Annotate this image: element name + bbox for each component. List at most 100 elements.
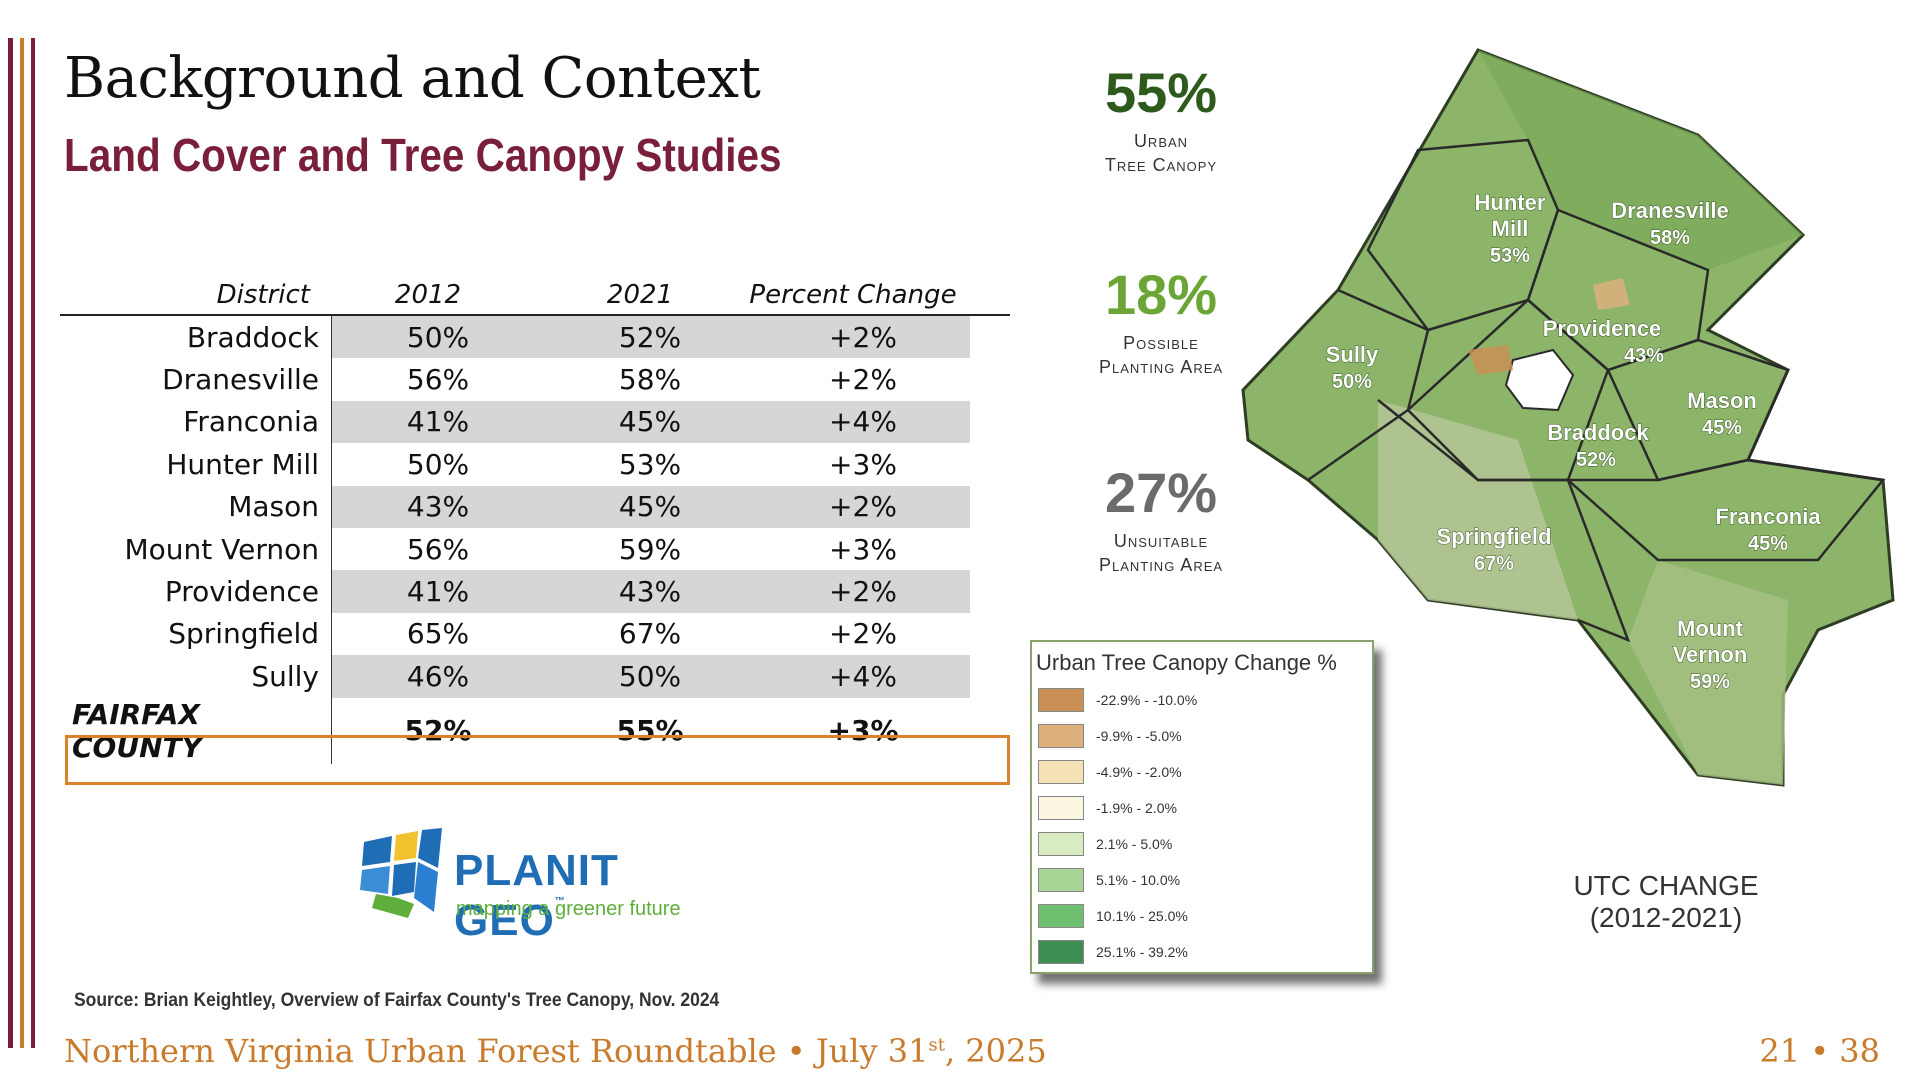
legend-item: -9.9% - -5.0% — [1032, 718, 1372, 754]
label-dranesville: Dranesville — [1611, 198, 1728, 223]
legend-swatch — [1038, 940, 1084, 964]
legend-swatch — [1038, 868, 1084, 892]
table-row: Franconia 41% 45% +4% — [60, 400, 1010, 444]
header-2021: 2021 — [606, 280, 674, 310]
stat-label-line: Unsuitable — [1113, 531, 1209, 551]
district-cell: Dranesville — [60, 358, 332, 401]
legend-label: -22.9% - -10.0% — [1096, 692, 1198, 708]
planit-geo-logo-mark — [360, 828, 442, 918]
label-providence-pct: 43% — [1624, 345, 1664, 367]
legend-swatch — [1038, 724, 1084, 748]
legend-swatch — [1038, 760, 1084, 784]
stat-label: Unsuitable Planting Area — [1046, 529, 1276, 577]
table-row: Springfield 65% 67% +2% — [60, 612, 1010, 656]
district-cell: Sully — [60, 655, 332, 698]
district-cell: Providence — [60, 570, 332, 613]
stat-label-line: Planting Area — [1098, 357, 1224, 377]
legend-item: 5.1% - 10.0% — [1032, 862, 1372, 898]
district-mount-vernon-shade — [1628, 560, 1788, 785]
stat-percent: 18% — [1104, 263, 1218, 326]
logo-wordmark: PLANIT GEO™ — [454, 846, 718, 946]
label-franconia: Franconia — [1715, 504, 1821, 529]
label-dranesville-pct: 58% — [1650, 227, 1690, 249]
stat-label-line: Urban — [1133, 131, 1189, 151]
change-cell: +2% — [756, 570, 970, 613]
district-springfield-shade — [1378, 400, 1578, 620]
total-2012-cell: 52% — [404, 714, 472, 748]
change-cell: +4% — [756, 655, 970, 698]
legend-item: -22.9% - -10.0% — [1032, 682, 1372, 718]
change-cell: +3% — [829, 532, 897, 566]
value-2012-cell: 50% — [406, 447, 470, 481]
legend-label: -4.9% - -2.0% — [1096, 764, 1182, 780]
table-row: Dranesville 56% 58% +2% — [60, 358, 1010, 401]
table-row: Mount Vernon 56% 59% +3% — [60, 527, 1010, 571]
fairfax-county-map: Hunter Mill 53% Dranesville 58% Sully 50… — [1241, 48, 1895, 787]
label-mount-vernon: Mount — [1677, 616, 1744, 641]
value-2021-cell: 45% — [544, 485, 756, 528]
legend-label: 10.1% - 25.0% — [1096, 908, 1188, 924]
table-header: District 2012 2021 Percent Change — [60, 276, 1010, 316]
change-cell: +2% — [829, 617, 897, 651]
label-hunter-mill-pct: 53% — [1490, 245, 1530, 267]
label-providence: Providence — [1543, 316, 1662, 341]
legend-items: -22.9% - -10.0% -9.9% - -5.0% -4.9% - -2.0… — [1032, 682, 1372, 970]
legend-item: 10.1% - 25.0% — [1032, 898, 1372, 934]
value-2012-cell: 46% — [332, 655, 544, 698]
label-sully: Sully — [1326, 342, 1379, 367]
legend-item: -1.9% - 2.0% — [1032, 790, 1372, 826]
change-cell: +4% — [756, 400, 970, 444]
district-cell: Mount Vernon — [60, 527, 332, 571]
planit-geo-logo: PLANIT GEO™ mapping a greener future — [358, 828, 718, 945]
source-citation: Source: Brian Keightley, Overview of Fai… — [74, 990, 720, 1011]
footer-superscript: st — [928, 1034, 945, 1056]
header-district: District — [216, 280, 310, 310]
value-2021-cell: 52% — [544, 316, 756, 359]
value-2021-cell: 67% — [618, 617, 682, 651]
district-cell: Mason — [60, 485, 332, 528]
label-braddock-pct: 52% — [1576, 449, 1616, 471]
value-2021-cell: 58% — [618, 363, 682, 397]
label-braddock: Braddock — [1547, 420, 1649, 445]
header-2012: 2012 — [394, 280, 462, 310]
accent-bar-orange — [20, 38, 24, 1048]
label-mason-pct: 45% — [1702, 417, 1742, 439]
legend-item: 25.1% - 39.2% — [1032, 934, 1372, 970]
stat-percent: 27% — [1104, 461, 1218, 524]
total-change-cell: +3% — [827, 714, 899, 748]
district-cell: Braddock — [60, 316, 332, 359]
value-2012-cell: 65% — [406, 617, 470, 651]
district-cell: Springfield — [60, 612, 332, 656]
table-total-row: FAIRFAX COUNTY 52% 55% +3% — [60, 697, 1010, 764]
label-hunter-mill-2: Mill — [1492, 216, 1529, 241]
fairfax-city-hole — [1504, 348, 1575, 412]
slide-title: Background and Context — [64, 46, 761, 111]
canopy-change-legend: Urban Tree Canopy Change % -22.9% - -10.… — [1030, 640, 1374, 974]
district-cell: Hunter Mill — [60, 443, 332, 486]
utc-change-caption: UTC CHANGE (2012-2021) — [1546, 870, 1786, 934]
change-cell: +3% — [829, 447, 897, 481]
value-2021-cell: 59% — [618, 532, 682, 566]
canopy-loss-patch-2 — [1593, 278, 1630, 310]
label-sully-pct: 50% — [1332, 371, 1372, 393]
page-number: 21 • 38 — [1759, 1032, 1880, 1070]
legend-label: 5.1% - 10.0% — [1096, 872, 1181, 888]
value-2021-cell: 45% — [544, 400, 756, 444]
value-2021-cell: 43% — [544, 570, 756, 613]
table-row: Braddock 50% 52% +2% — [60, 316, 1010, 359]
header-percent-change: Percent Change — [749, 280, 957, 310]
district-dranesville-shade — [1478, 50, 1803, 270]
boundary-braddock — [1406, 298, 1610, 482]
label-mount-vernon-pct: 59% — [1690, 671, 1730, 693]
label-mount-vernon-2: Vernon — [1673, 642, 1748, 667]
value-2021-cell: 53% — [618, 447, 682, 481]
utc-caption-line2: (2012-2021) — [1589, 902, 1743, 933]
legend-item: 2.1% - 5.0% — [1032, 826, 1372, 862]
utc-caption-line1: UTC CHANGE — [1573, 870, 1759, 901]
slide-subtitle: Land Cover and Tree Canopy Studies — [64, 129, 782, 181]
value-2021-cell: 50% — [544, 655, 756, 698]
accent-bar-maroon-2 — [31, 38, 35, 1048]
legend-label: -9.9% - -5.0% — [1096, 728, 1182, 744]
stat-urban-tree-canopy: 55% Urban Tree Canopy — [1046, 60, 1276, 177]
legend-swatch — [1038, 832, 1084, 856]
